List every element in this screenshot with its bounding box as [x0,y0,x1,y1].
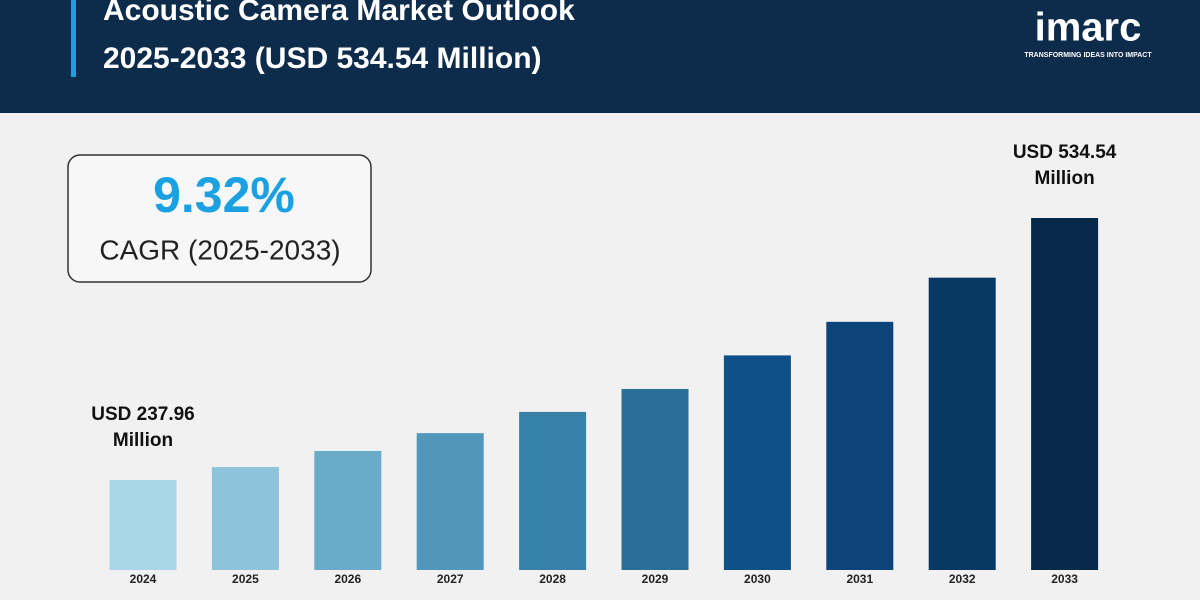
cagr-value: 9.32% [153,167,295,223]
value-label: USD 534.54 [1013,142,1117,163]
bar [1031,218,1099,570]
x-tick-label: 2029 [642,572,669,586]
header [0,0,1200,113]
value-label: Million [113,430,173,451]
x-tick-label: 2026 [334,572,361,586]
accent-bar [71,0,76,77]
bar [826,321,894,570]
logo: imarc [1035,6,1142,50]
value-label: USD 237.96 [91,404,195,425]
x-tick-label: 2033 [1051,572,1078,586]
bar [109,480,177,570]
x-tick-label: 2032 [949,572,976,586]
bar-chart: 2024 USD 237.96 Million 2025 2026 2027 2028 202… [91,142,1117,586]
bar [928,277,996,570]
logo-tagline: TRANSFORMING IDEAS INTO IMPACT [1024,52,1152,59]
bar [519,411,587,570]
bar [621,388,689,570]
x-tick-label: 2025 [232,572,259,586]
bar [416,433,484,570]
bar [211,467,279,570]
value-label: Million [1035,168,1095,189]
x-tick-label: 2027 [437,572,464,586]
title-line: 2025-2033 (USD 534.54 Million) [103,42,542,75]
bar [723,355,791,570]
bar [314,450,382,570]
x-tick-label: 2024 [130,572,157,586]
x-tick-label: 2030 [744,572,771,586]
cagr-box [67,154,372,283]
x-tick-label: 2028 [539,572,566,586]
cagr-label: CAGR (2025-2033) [99,234,340,265]
x-tick-label: 2031 [846,572,873,586]
title-line: Acoustic Camera Market Outlook [103,0,575,27]
